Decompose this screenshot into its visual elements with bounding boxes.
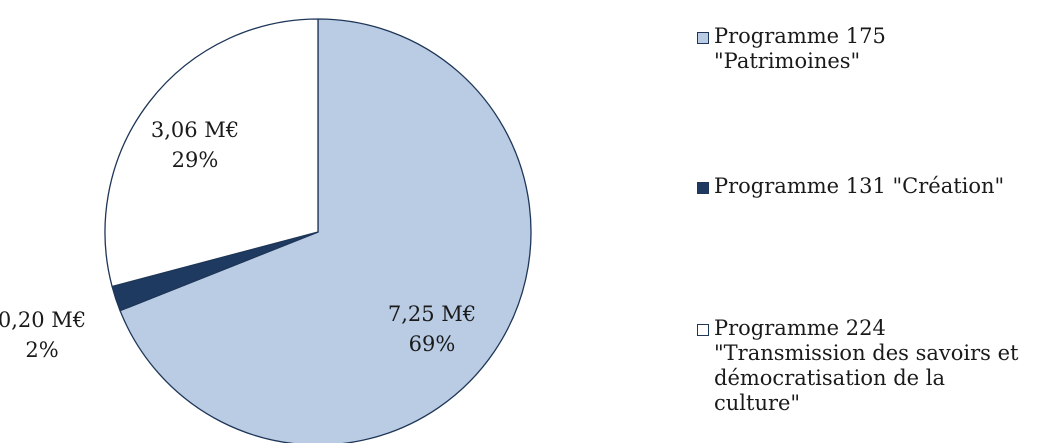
legend-label-line: "Transmission des savoirs et — [714, 341, 1019, 365]
legend-label-line: "Patrimoines" — [714, 49, 861, 73]
legend-label-line: culture" — [714, 391, 801, 415]
legend-swatch-programme-175 — [697, 32, 709, 44]
legend-label-line: Programme 175 — [714, 24, 886, 48]
data-label-percent-programme-175: 69% — [409, 332, 456, 356]
data-label-value-programme-131: 0,20 M€ — [0, 308, 86, 332]
data-label-value-programme-175: 7,25 M€ — [388, 302, 476, 326]
legend-item-programme-224: Programme 224 "Transmission des savoirs … — [697, 316, 1018, 416]
legend-label-line: démocratisation de la — [714, 366, 945, 390]
legend-item-programme-175: Programme 175 "Patrimoines" — [697, 24, 886, 74]
legend-swatch-programme-224 — [697, 324, 709, 336]
legend-label-line: Programme 131 "Création" — [714, 174, 1005, 198]
data-label-percent-programme-131: 2% — [25, 338, 58, 362]
data-label-percent-programme-224: 29% — [172, 148, 219, 172]
pie-slices — [104, 18, 532, 443]
data-label-value-programme-224: 3,06 M€ — [151, 118, 239, 142]
pie-slice-programme-175 — [119, 18, 532, 443]
legend-label-line: Programme 224 — [714, 316, 886, 340]
legend-label-programme-131: Programme 131 "Création" — [714, 174, 1004, 199]
legend: Programme 175 "Patrimoines" Programme 13… — [697, 0, 1057, 443]
pie-labels: 7,25 M€ 69% 0,20 M€ 2% 3,06 M€ 29% — [0, 118, 476, 362]
pie-slice-programme-224 — [104, 18, 319, 288]
legend-swatch-programme-131 — [697, 182, 709, 194]
legend-label-programme-175: Programme 175 "Patrimoines" — [714, 24, 886, 74]
legend-label-programme-224: Programme 224 "Transmission des savoirs … — [714, 316, 1018, 416]
legend-item-programme-131: Programme 131 "Création" — [697, 174, 1004, 199]
pie-chart: 7,25 M€ 69% 0,20 M€ 2% 3,06 M€ 29% — [0, 18, 532, 443]
